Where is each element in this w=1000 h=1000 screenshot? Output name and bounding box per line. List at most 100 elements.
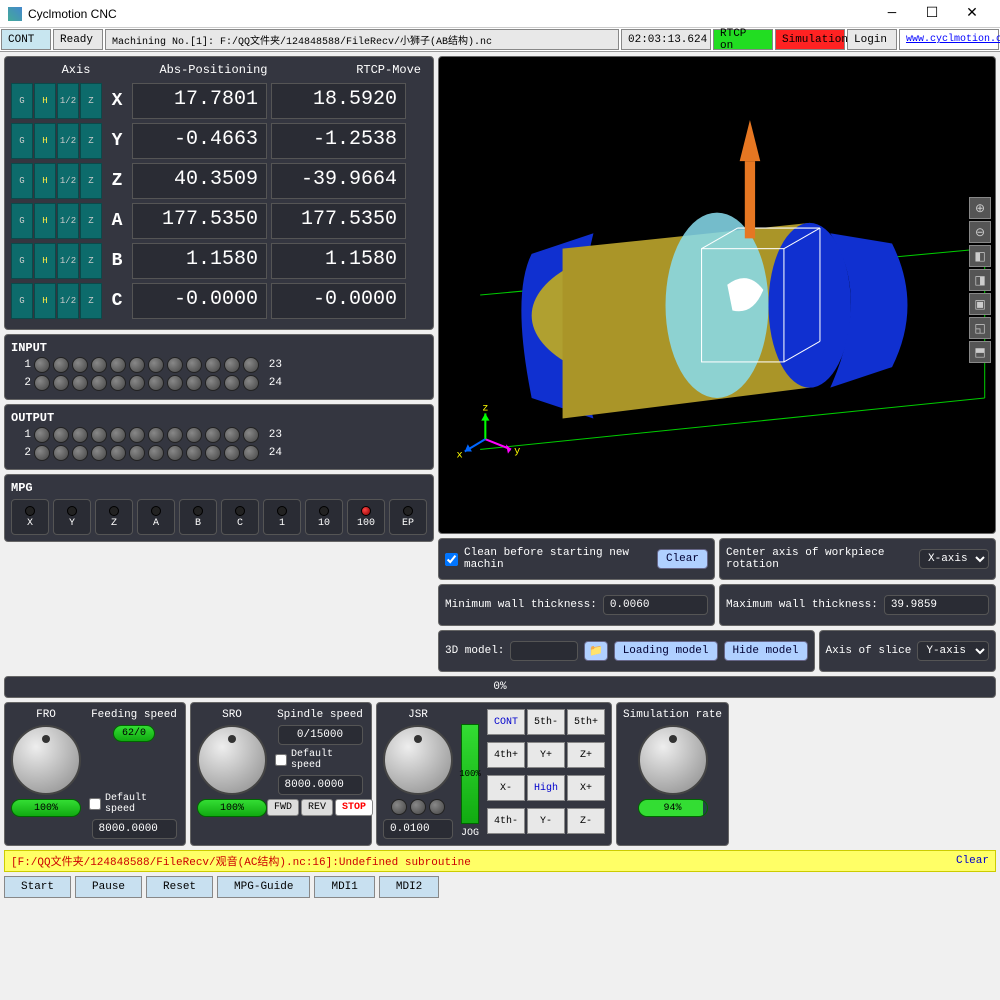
browse-button[interactable]: 📁	[584, 641, 608, 661]
mpg-btn-x[interactable]: X	[11, 499, 49, 535]
mpg-btn-b[interactable]: B	[179, 499, 217, 535]
slice-axis-panel: Axis of slice Y-axis	[819, 630, 996, 672]
rev-button[interactable]: REV	[301, 799, 333, 816]
axis-btn-1/2[interactable]: 1/2	[57, 83, 79, 119]
min-wall-input[interactable]	[603, 595, 708, 615]
website-link[interactable]: www.cyclmotion.c	[899, 29, 999, 50]
login-button[interactable]: Login	[847, 29, 897, 50]
fwd-button[interactable]: FWD	[267, 799, 299, 816]
spindle-default-input[interactable]	[278, 775, 363, 795]
axis-btn-g[interactable]: G	[11, 283, 33, 319]
jog-btn[interactable]: 4th-	[487, 808, 525, 834]
axis-btn-1/2[interactable]: 1/2	[57, 163, 79, 199]
axis-btn-g[interactable]: G	[11, 83, 33, 119]
mpg-btn-100[interactable]: 100	[347, 499, 385, 535]
axis-btn-g[interactable]: G	[11, 163, 33, 199]
axis-panel: Axis Abs-Positioning RTCP-Move GH1/2ZX17…	[4, 56, 434, 330]
tab-mdi1[interactable]: MDI1	[314, 876, 374, 898]
axis-btn-z[interactable]: Z	[80, 163, 102, 199]
mode-cont[interactable]: CONT	[1, 29, 51, 50]
simulation-status[interactable]: Simulation	[775, 29, 845, 50]
jog-btn[interactable]: Z+	[567, 742, 605, 768]
model-path-input[interactable]	[510, 641, 578, 661]
error-clear-button[interactable]: Clear	[956, 855, 989, 867]
mpg-btn-a[interactable]: A	[137, 499, 175, 535]
view-tool-icon[interactable]: ◱	[969, 317, 991, 339]
tab-mdi2[interactable]: MDI2	[379, 876, 439, 898]
center-axis-select[interactable]: X-axis	[919, 549, 989, 569]
mpg-btn-c[interactable]: C	[221, 499, 259, 535]
jsr-knob[interactable]	[383, 725, 453, 795]
jog-btn[interactable]: CONT	[487, 709, 525, 735]
zoom-out-icon[interactable]: ⊖	[969, 221, 991, 243]
axis-btn-g[interactable]: G	[11, 123, 33, 159]
jog-btn[interactable]: Y+	[527, 742, 565, 768]
tab-reset[interactable]: Reset	[146, 876, 213, 898]
jog-btn[interactable]: 5th-	[527, 709, 565, 735]
mpg-btn-1[interactable]: 1	[263, 499, 301, 535]
axis-abs-value: 17.7801	[132, 83, 267, 119]
axis-label: C	[106, 291, 128, 311]
mpg-btn-y[interactable]: Y	[53, 499, 91, 535]
axis-btn-1/2[interactable]: 1/2	[57, 283, 79, 319]
axis-btn-1/2[interactable]: 1/2	[57, 123, 79, 159]
jog-btn[interactable]: Y-	[527, 808, 565, 834]
feed-default-checkbox[interactable]	[89, 798, 101, 810]
feed-default-input[interactable]	[92, 819, 177, 839]
load-model-button[interactable]: Loading model	[614, 641, 718, 661]
minimize-button[interactable]: ─	[872, 0, 912, 28]
axis-btn-h[interactable]: H	[34, 163, 56, 199]
view-tool-icon[interactable]: ⬒	[969, 341, 991, 363]
rtcp-status[interactable]: RTCP on	[713, 29, 773, 50]
tab-mpg-guide[interactable]: MPG-Guide	[217, 876, 310, 898]
jog-btn[interactable]: Z-	[567, 808, 605, 834]
zoom-in-icon[interactable]: ⊕	[969, 197, 991, 219]
axis-btn-h[interactable]: H	[34, 243, 56, 279]
jog-step-input[interactable]	[383, 819, 453, 839]
view-tool-icon[interactable]: ▣	[969, 293, 991, 315]
sro-knob[interactable]	[197, 725, 267, 795]
spindle-default-checkbox[interactable]	[275, 754, 287, 766]
view-tool-icon[interactable]: ◨	[969, 269, 991, 291]
jog-btn[interactable]: 5th+	[567, 709, 605, 735]
axis-btn-h[interactable]: H	[34, 123, 56, 159]
hide-model-button[interactable]: Hide model	[724, 641, 808, 661]
io-led	[224, 445, 240, 461]
axis-label: Y	[106, 131, 128, 151]
clear-button[interactable]: Clear	[657, 549, 708, 569]
axis-btn-z[interactable]: Z	[80, 83, 102, 119]
axis-btn-1/2[interactable]: 1/2	[57, 243, 79, 279]
jog-btn[interactable]: X+	[567, 775, 605, 801]
axis-btn-h[interactable]: H	[34, 203, 56, 239]
mpg-btn-10[interactable]: 10	[305, 499, 343, 535]
axis-btn-z[interactable]: Z	[80, 203, 102, 239]
tab-pause[interactable]: Pause	[75, 876, 142, 898]
fro-knob[interactable]	[11, 725, 81, 795]
close-button[interactable]: ✕	[952, 0, 992, 28]
axis-btn-z[interactable]: Z	[80, 243, 102, 279]
mpg-btn-ep[interactable]: EP	[389, 499, 427, 535]
jog-btn[interactable]: 4th+	[487, 742, 525, 768]
input-panel: INPUT 123 224	[4, 334, 434, 400]
axis-btn-h[interactable]: H	[34, 283, 56, 319]
jog-btn[interactable]: High	[527, 775, 565, 801]
axis-btn-1/2[interactable]: 1/2	[57, 203, 79, 239]
clean-checkbox[interactable]	[445, 553, 458, 566]
axis-btn-h[interactable]: H	[34, 83, 56, 119]
io-led	[34, 427, 50, 443]
axis-btn-z[interactable]: Z	[80, 283, 102, 319]
tab-start[interactable]: Start	[4, 876, 71, 898]
3d-viewport[interactable]: y z x ⊕ ⊖ ◧ ◨ ▣ ◱ ⬒	[438, 56, 996, 534]
view-tool-icon[interactable]: ◧	[969, 245, 991, 267]
jog-btn[interactable]: X-	[487, 775, 525, 801]
max-wall-input[interactable]	[884, 595, 989, 615]
slice-axis-select[interactable]: Y-axis	[917, 641, 989, 661]
maximize-button[interactable]: ☐	[912, 0, 952, 28]
simrate-knob[interactable]	[638, 725, 708, 795]
axis-btn-g[interactable]: G	[11, 203, 33, 239]
axis-btn-g[interactable]: G	[11, 243, 33, 279]
io-led	[34, 357, 50, 373]
axis-btn-z[interactable]: Z	[80, 123, 102, 159]
stop-button[interactable]: STOP	[335, 799, 373, 816]
mpg-btn-z[interactable]: Z	[95, 499, 133, 535]
